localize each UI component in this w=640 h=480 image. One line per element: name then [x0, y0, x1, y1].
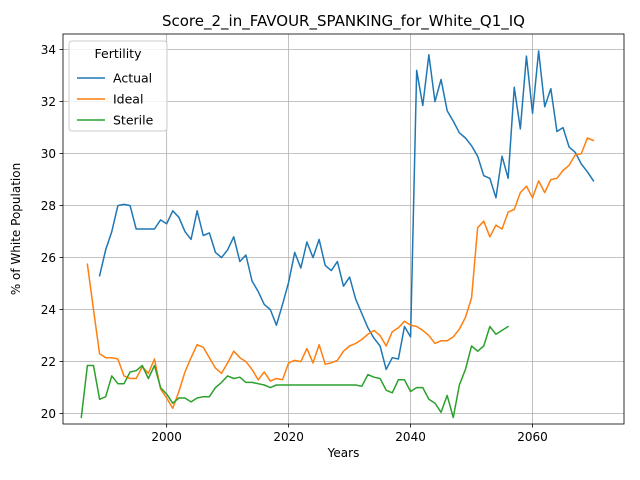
- plot-frame: [62, 33, 625, 425]
- y-tick-label: 20: [41, 407, 56, 421]
- y-tick-label: 32: [41, 95, 56, 109]
- axis-ticks: 2000 2020 2040 2060 20 22 24 26 28 30 32 34: [41, 43, 548, 444]
- series-line-ideal: [86, 137, 595, 410]
- y-tick-label: 30: [41, 147, 56, 161]
- series-line-sterile: [80, 325, 509, 419]
- y-tick-label: 22: [41, 355, 56, 369]
- grid: [63, 34, 624, 424]
- x-tick-label: 2020: [273, 430, 304, 444]
- chart-title: Score_2_in_FAVOUR_SPANKING_for_White_Q1_…: [162, 12, 525, 31]
- x-tick-label: 2040: [395, 430, 426, 444]
- y-tick-label: 34: [41, 43, 56, 57]
- legend-label-ideal: Ideal: [113, 92, 143, 107]
- x-tick-label: 2060: [517, 430, 548, 444]
- y-axis-title: % of White Population: [9, 163, 23, 295]
- y-tick-label: 26: [41, 251, 56, 265]
- x-axis-title: Years: [327, 446, 360, 460]
- series-lines: [80, 50, 595, 419]
- legend-title: Fertility: [95, 46, 143, 61]
- legend-label-actual: Actual: [113, 71, 152, 86]
- x-tick-label: 2000: [151, 430, 182, 444]
- legend-items: Actual Ideal Sterile: [77, 71, 154, 128]
- series-line-actual: [98, 50, 595, 371]
- legend-box: [68, 40, 168, 132]
- legend-label-sterile: Sterile: [113, 113, 154, 128]
- y-tick-label: 28: [41, 199, 56, 213]
- y-tick-label: 24: [41, 303, 56, 317]
- legend: Fertility Actual Ideal Sterile: [68, 40, 168, 132]
